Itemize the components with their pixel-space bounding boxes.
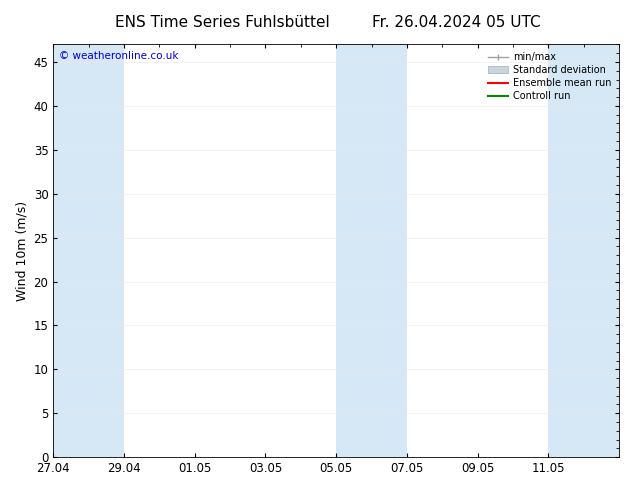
Text: ENS Time Series Fuhlsbüttel: ENS Time Series Fuhlsbüttel: [115, 15, 329, 30]
Bar: [548, 45, 619, 457]
Legend: min/max, Standard deviation, Ensemble mean run, Controll run: min/max, Standard deviation, Ensemble me…: [486, 49, 614, 104]
Y-axis label: Wind 10m (m/s): Wind 10m (m/s): [15, 201, 28, 301]
Bar: [336, 45, 407, 457]
Bar: [53, 45, 124, 457]
Text: © weatheronline.co.uk: © weatheronline.co.uk: [59, 50, 178, 61]
Text: Fr. 26.04.2024 05 UTC: Fr. 26.04.2024 05 UTC: [372, 15, 541, 30]
